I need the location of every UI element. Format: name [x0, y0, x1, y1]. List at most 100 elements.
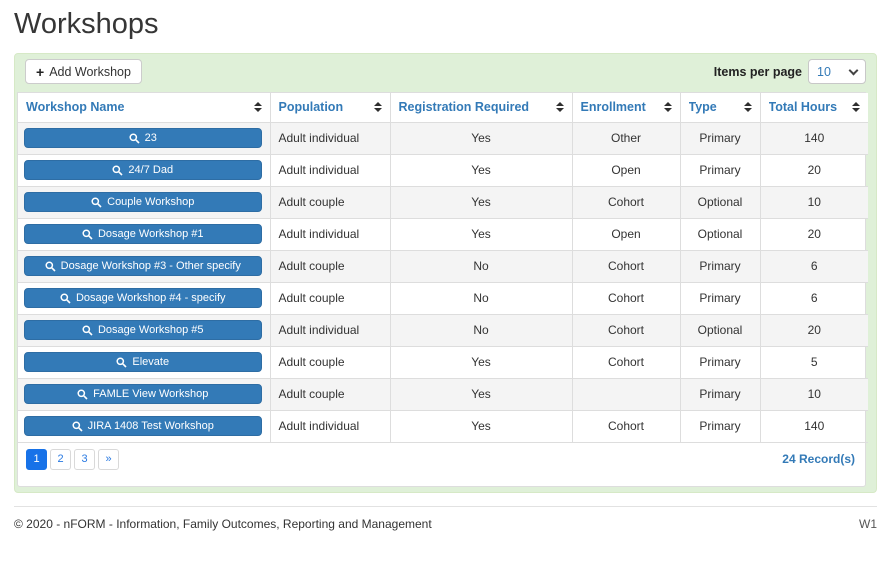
column-header-registration-required[interactable]: Registration Required: [390, 93, 573, 123]
workshop-detail-button[interactable]: Dosage Workshop #1: [24, 224, 262, 244]
registration-required-cell: Yes: [390, 410, 573, 443]
type-cell: Primary: [680, 282, 761, 315]
registration-required-cell: No: [390, 282, 573, 315]
enrollment-cell: Cohort: [572, 282, 681, 315]
population-cell: Adult couple: [270, 346, 391, 379]
add-workshop-label: Add Workshop: [49, 64, 131, 79]
registration-required-cell: Yes: [390, 346, 573, 379]
workshop-detail-button[interactable]: Dosage Workshop #3 - Other specify: [24, 256, 262, 276]
sort-icon: [852, 102, 860, 113]
add-workshop-button[interactable]: + Add Workshop: [25, 59, 142, 84]
site-footer: © 2020 - nFORM - Information, Family Out…: [14, 505, 877, 531]
pagination-page-3[interactable]: 3: [74, 448, 95, 470]
column-header-type[interactable]: Type: [680, 93, 761, 123]
type-cell: Optional: [680, 186, 761, 219]
search-icon: [77, 388, 88, 400]
registration-required-cell: No: [390, 314, 573, 347]
total-hours-cell: 140: [760, 122, 868, 155]
search-icon: [112, 164, 123, 176]
population-cell: Adult couple: [270, 378, 391, 411]
column-header-population[interactable]: Population: [270, 93, 391, 123]
toolbar: + Add Workshop Items per page 10: [17, 54, 866, 92]
total-hours-cell: 6: [760, 282, 868, 315]
workshop-detail-button[interactable]: 24/7 Dad: [24, 160, 262, 180]
sort-icon: [253, 102, 262, 113]
enrollment-cell: Cohort: [572, 186, 681, 219]
pagination-next[interactable]: »: [98, 448, 119, 470]
registration-required-cell: Yes: [390, 154, 573, 187]
enrollment-cell: Cohort: [572, 346, 681, 379]
workshop-detail-button[interactable]: FAMLE View Workshop: [24, 384, 262, 404]
sort-icon: [555, 102, 564, 113]
enrollment-cell: Cohort: [572, 410, 681, 443]
table-container: Workshop Name Population Registration Re…: [17, 92, 868, 487]
search-icon: [116, 356, 127, 368]
search-icon: [82, 228, 93, 240]
total-hours-cell: 20: [760, 314, 868, 347]
column-header-total-hours[interactable]: Total Hours: [760, 93, 868, 123]
total-hours-cell: 20: [760, 154, 868, 187]
workshop-detail-button[interactable]: Couple Workshop: [24, 192, 262, 212]
population-cell: Adult individual: [270, 410, 391, 443]
type-cell: Primary: [680, 122, 761, 155]
total-hours-cell: 20: [760, 218, 868, 251]
enrollment-cell: Open: [572, 154, 681, 187]
table-row: JIRA 1408 Test Workshop Adult individual…: [18, 410, 868, 443]
population-cell: Adult couple: [270, 186, 391, 219]
workshop-name-cell: 23: [18, 122, 271, 155]
type-cell: Primary: [680, 346, 761, 379]
workshop-name-cell: JIRA 1408 Test Workshop: [18, 410, 271, 443]
workshops-table: Workshop Name Population Registration Re…: [18, 93, 868, 443]
footer-copyright: © 2020 - nFORM - Information, Family Out…: [14, 516, 432, 531]
sort-icon: [373, 102, 382, 113]
table-footer: 1 2 3» 24 Record(s): [18, 443, 865, 486]
table-row: Dosage Workshop #5 Adult individual No C…: [18, 314, 868, 347]
workshop-name-cell: Elevate: [18, 346, 271, 379]
search-icon: [60, 292, 71, 304]
enrollment-cell: Open: [572, 218, 681, 251]
population-cell: Adult individual: [270, 218, 391, 251]
registration-required-cell: Yes: [390, 218, 573, 251]
table-body: 23 Adult individual Yes Other Primary 14…: [18, 122, 868, 443]
workshop-detail-button[interactable]: JIRA 1408 Test Workshop: [24, 416, 262, 436]
population-cell: Adult couple: [270, 250, 391, 283]
enrollment-cell: Other: [572, 122, 681, 155]
registration-required-cell: Yes: [390, 186, 573, 219]
items-per-page-value: 10: [817, 64, 831, 79]
table-row: 24/7 Dad Adult individual Yes Open Prima…: [18, 154, 868, 187]
table-row: Elevate Adult couple Yes Cohort Primary …: [18, 346, 868, 379]
workshop-name-cell: Dosage Workshop #4 - specify: [18, 282, 271, 315]
enrollment-cell: Cohort: [572, 250, 681, 283]
search-icon: [45, 260, 56, 272]
pagination-page-2[interactable]: 2: [50, 448, 71, 470]
type-cell: Primary: [680, 250, 761, 283]
workshop-detail-button[interactable]: Dosage Workshop #5: [24, 320, 262, 340]
type-cell: Primary: [680, 154, 761, 187]
registration-required-cell: Yes: [390, 122, 573, 155]
column-header-workshop-name[interactable]: Workshop Name: [18, 93, 271, 123]
type-cell: Optional: [680, 218, 761, 251]
sort-icon: [663, 102, 672, 113]
table-row: Dosage Workshop #4 - specify Adult coupl…: [18, 282, 868, 315]
table-row: Dosage Workshop #3 - Other specify Adult…: [18, 250, 868, 283]
enrollment-cell: [572, 378, 681, 411]
workshop-detail-button[interactable]: Elevate: [24, 352, 262, 372]
type-cell: Optional: [680, 314, 761, 347]
record-count: 24 Record(s): [782, 451, 855, 466]
pagination-page-1[interactable]: 1: [26, 448, 47, 470]
items-per-page-select[interactable]: 10: [808, 59, 866, 84]
page-title: Workshops: [14, 8, 159, 40]
total-hours-cell: 10: [760, 378, 868, 411]
total-hours-cell: 5: [760, 346, 868, 379]
plus-icon: +: [36, 63, 45, 80]
workshop-detail-button[interactable]: Dosage Workshop #4 - specify: [24, 288, 262, 308]
workshop-name-cell: 24/7 Dad: [18, 154, 271, 187]
workshops-panel: + Add Workshop Items per page 10 Worksho…: [14, 53, 877, 493]
items-per-page-label: Items per page: [713, 64, 802, 79]
workshop-detail-button[interactable]: 23: [24, 128, 262, 148]
enrollment-cell: Cohort: [572, 314, 681, 347]
type-cell: Primary: [680, 410, 761, 443]
column-header-enrollment[interactable]: Enrollment: [572, 93, 681, 123]
table-row: 23 Adult individual Yes Other Primary 14…: [18, 122, 868, 155]
workshop-name-cell: Couple Workshop: [18, 186, 271, 219]
